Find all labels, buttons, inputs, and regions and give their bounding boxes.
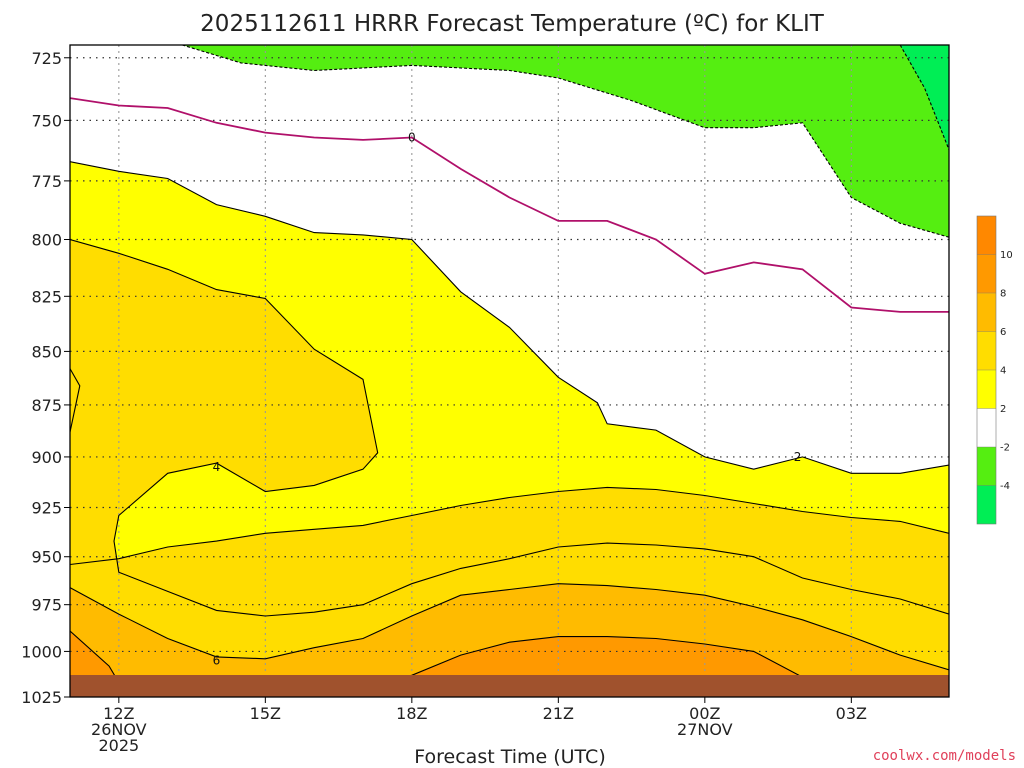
plot-frame [69,44,950,698]
band-below-minus4 [900,45,949,150]
y-tick-label: 825 [31,287,62,306]
y-tick-label: 725 [31,49,62,68]
x-tick-label: 15Z [250,704,281,723]
y-tick-label: 1025 [21,688,62,707]
contour-label: 0 [408,131,416,145]
contour-line [70,238,949,617]
colorbar-tick-label: 8 [1000,289,1006,300]
contour-label: 2 [794,450,802,464]
x-tick-label: 00Z 27NOV [677,704,733,739]
y-tick-label: 850 [31,342,62,361]
contour-line [70,486,949,566]
y-tick-label: 750 [31,111,62,130]
band-4-to-6 [70,239,949,697]
x-tick-label: 21Z [543,704,574,723]
contour-line [70,161,949,474]
x-tick-label: 12Z 26NOV 2025 [91,704,147,755]
plot-area: 0 2 4 6 [69,44,950,698]
y-tick-label: 800 [31,230,62,249]
chart-title: 2025112611 HRRR Forecast Temperature (ºC… [200,11,825,37]
contour-label: 4 [213,460,221,474]
x-tick-label: 18Z [396,704,427,723]
y-tick-label: 975 [31,596,62,615]
x-tick-label: 03Z [836,704,867,723]
colorbar-segment [977,293,996,332]
colorbar-segment [977,254,996,293]
y-axis: 725 750 775 800 825 850 875 900 925 950 975 1000 102… [21,49,70,707]
colorbar-segment [977,485,996,524]
y-tick-label: 950 [31,548,62,567]
y-tick-label: 875 [31,396,62,415]
colorbar-segment [977,447,996,486]
contour-line [899,45,949,150]
credit-text: coolwx.com/models [873,748,1016,764]
x-axis-label: Forecast Time (UTC) [414,746,605,768]
y-tick-label: 775 [31,172,62,191]
colorbar-tick-label: 4 [1000,366,1006,377]
colorbar-tick-label: -2 [1000,443,1010,454]
colorbar-segment [977,331,996,370]
contour-line [70,583,949,671]
colorbar-tick-label: 6 [1000,327,1006,338]
colorbar-segment [977,216,996,255]
colorbar: 10 8 6 4 2 -2 -4 [976,215,1013,525]
contour-line [182,45,949,238]
y-tick-label: 900 [31,448,62,467]
contour-line [70,97,949,313]
contour-label: 6 [213,654,221,668]
x-axis: 12Z 26NOV 2025 15Z 18Z 21Z 00Z 27NOV 03Z [91,697,867,755]
y-tick-label: 1000 [21,642,62,661]
colorbar-tick-label: 10 [1000,250,1013,261]
y-tick-label: 925 [31,499,62,518]
band-4-left [70,368,80,433]
colorbar-segment [977,370,996,409]
contour-line [70,368,81,433]
terrain-strip [70,675,949,697]
colorbar-tick-label: 2 [1000,404,1006,415]
contour-line [338,636,804,693]
colorbar-tick-label: -4 [1000,481,1010,492]
colorbar-segment [977,408,996,447]
band-below-minus2 [182,45,949,238]
